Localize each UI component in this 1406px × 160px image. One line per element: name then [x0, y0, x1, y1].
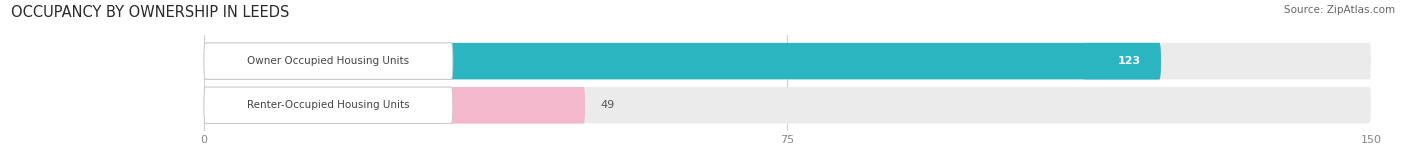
Text: Owner Occupied Housing Units: Owner Occupied Housing Units	[247, 56, 409, 66]
FancyBboxPatch shape	[204, 87, 453, 124]
Text: OCCUPANCY BY OWNERSHIP IN LEEDS: OCCUPANCY BY OWNERSHIP IN LEEDS	[11, 5, 290, 20]
Text: Source: ZipAtlas.com: Source: ZipAtlas.com	[1284, 5, 1395, 15]
FancyBboxPatch shape	[204, 43, 453, 79]
FancyBboxPatch shape	[204, 43, 1371, 79]
FancyBboxPatch shape	[1083, 43, 1161, 79]
Text: Renter-Occupied Housing Units: Renter-Occupied Housing Units	[247, 100, 409, 110]
FancyBboxPatch shape	[204, 87, 585, 124]
FancyBboxPatch shape	[204, 87, 1371, 124]
Text: 123: 123	[1118, 56, 1142, 66]
Text: 49: 49	[600, 100, 614, 110]
FancyBboxPatch shape	[204, 43, 1161, 79]
